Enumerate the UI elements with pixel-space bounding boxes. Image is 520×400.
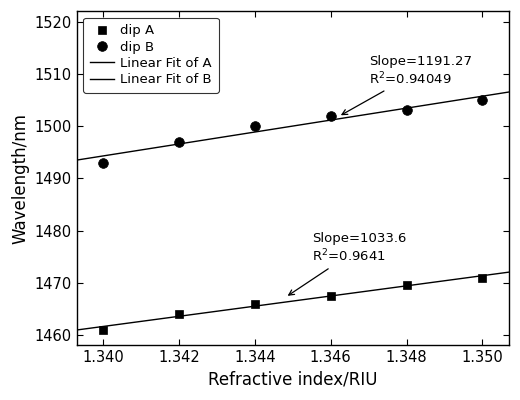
- Linear Fit of B: [331, 117, 337, 122]
- Linear Fit of A: [465, 275, 472, 280]
- Linear Fit of B: [338, 116, 344, 121]
- Linear Fit of A: [74, 328, 80, 332]
- dip B: [252, 124, 258, 128]
- dip A: [100, 327, 107, 332]
- Line: Linear Fit of A: Linear Fit of A: [77, 272, 509, 330]
- Linear Fit of A: [506, 270, 512, 274]
- Linear Fit of A: [75, 327, 81, 332]
- Linear Fit of A: [338, 292, 344, 297]
- Linear Fit of B: [74, 158, 80, 162]
- dip B: [176, 139, 182, 144]
- dip B: [479, 98, 486, 102]
- Linear Fit of B: [330, 117, 336, 122]
- Text: Slope=1191.27
$R^2$=0.94049: Slope=1191.27 $R^2$=0.94049: [342, 54, 472, 114]
- dip B: [328, 113, 334, 118]
- dip A: [252, 301, 258, 306]
- dip A: [176, 312, 182, 316]
- Legend: dip A, dip B, Linear Fit of A, Linear Fit of B: dip A, dip B, Linear Fit of A, Linear Fi…: [83, 18, 218, 93]
- Linear Fit of A: [331, 293, 337, 298]
- dip B: [404, 108, 410, 113]
- dip A: [328, 294, 334, 298]
- Y-axis label: Wavelength/nm: Wavelength/nm: [11, 113, 29, 244]
- Linear Fit of B: [506, 90, 512, 94]
- Linear Fit of B: [465, 96, 472, 101]
- Linear Fit of B: [75, 158, 81, 162]
- dip A: [479, 275, 486, 280]
- Linear Fit of A: [330, 293, 336, 298]
- Linear Fit of B: [438, 100, 444, 105]
- X-axis label: Refractive index/RIU: Refractive index/RIU: [208, 371, 378, 389]
- dip A: [404, 283, 410, 288]
- Text: Slope=1033.6
$R^2$=0.9641: Slope=1033.6 $R^2$=0.9641: [289, 232, 406, 295]
- dip B: [100, 160, 107, 165]
- Line: Linear Fit of B: Linear Fit of B: [77, 92, 509, 160]
- Linear Fit of A: [438, 279, 444, 284]
- Line: dip A: dip A: [99, 274, 486, 334]
- Line: dip B: dip B: [98, 95, 487, 168]
